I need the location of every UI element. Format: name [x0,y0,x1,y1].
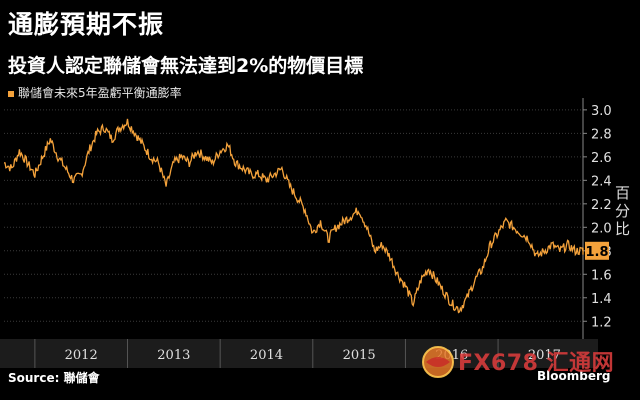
x-tick-label: 2014 [250,348,283,363]
x-tick-label: 2015 [343,348,376,363]
source-note: Source: 聯儲會 [8,371,100,385]
watermark-text: FX678 汇通网 [458,351,615,376]
y-tick-label: 2.8 [591,127,612,142]
y-tick-label: 2.6 [591,151,612,166]
y-tick-label: 3.0 [591,104,612,119]
series-line [3,118,584,314]
y-tick-label: 1.2 [591,315,612,330]
last-value-text: 1.8 [585,245,608,260]
y-tick-label: 2.4 [591,174,612,189]
legend: 聯儲會未來5年盈虧平衡通膨率 [8,84,182,101]
watermark: FX678 汇通网 [416,341,640,383]
last-value-label: 1.8 [585,241,609,260]
x-tick-label: 2013 [157,348,190,363]
y-axis: 1.2 1.4 1.6 1.8 2.0 2.2 2.4 2.6 2.8 3.0 [582,98,612,339]
y-tick-label: 1.6 [591,268,612,283]
legend-swatch [8,90,14,97]
y-tick-label: 1.4 [591,292,612,307]
legend-label: 聯儲會未來5年盈虧平衡通膨率 [18,86,182,100]
y-tick-label: 2.2 [591,198,612,213]
last-value-box [585,241,609,260]
grid [4,109,583,322]
x-tick-label: 2012 [65,348,98,363]
y-tick-label: 2.0 [591,221,612,236]
watermark-globe-icon [422,346,454,378]
x-tick-label: 2017 [528,348,561,363]
chart-subtitle: 投資人認定聯儲會無法達到2%的物價目標 [8,55,364,77]
y-axis-label: 百分比 [613,185,631,239]
x-axis: 2012 2013 2014 2015 2016 2017 [0,339,598,368]
chart-title: 通膨預期不振 [8,10,165,39]
brand-logo-text: Bloomberg [537,369,611,383]
